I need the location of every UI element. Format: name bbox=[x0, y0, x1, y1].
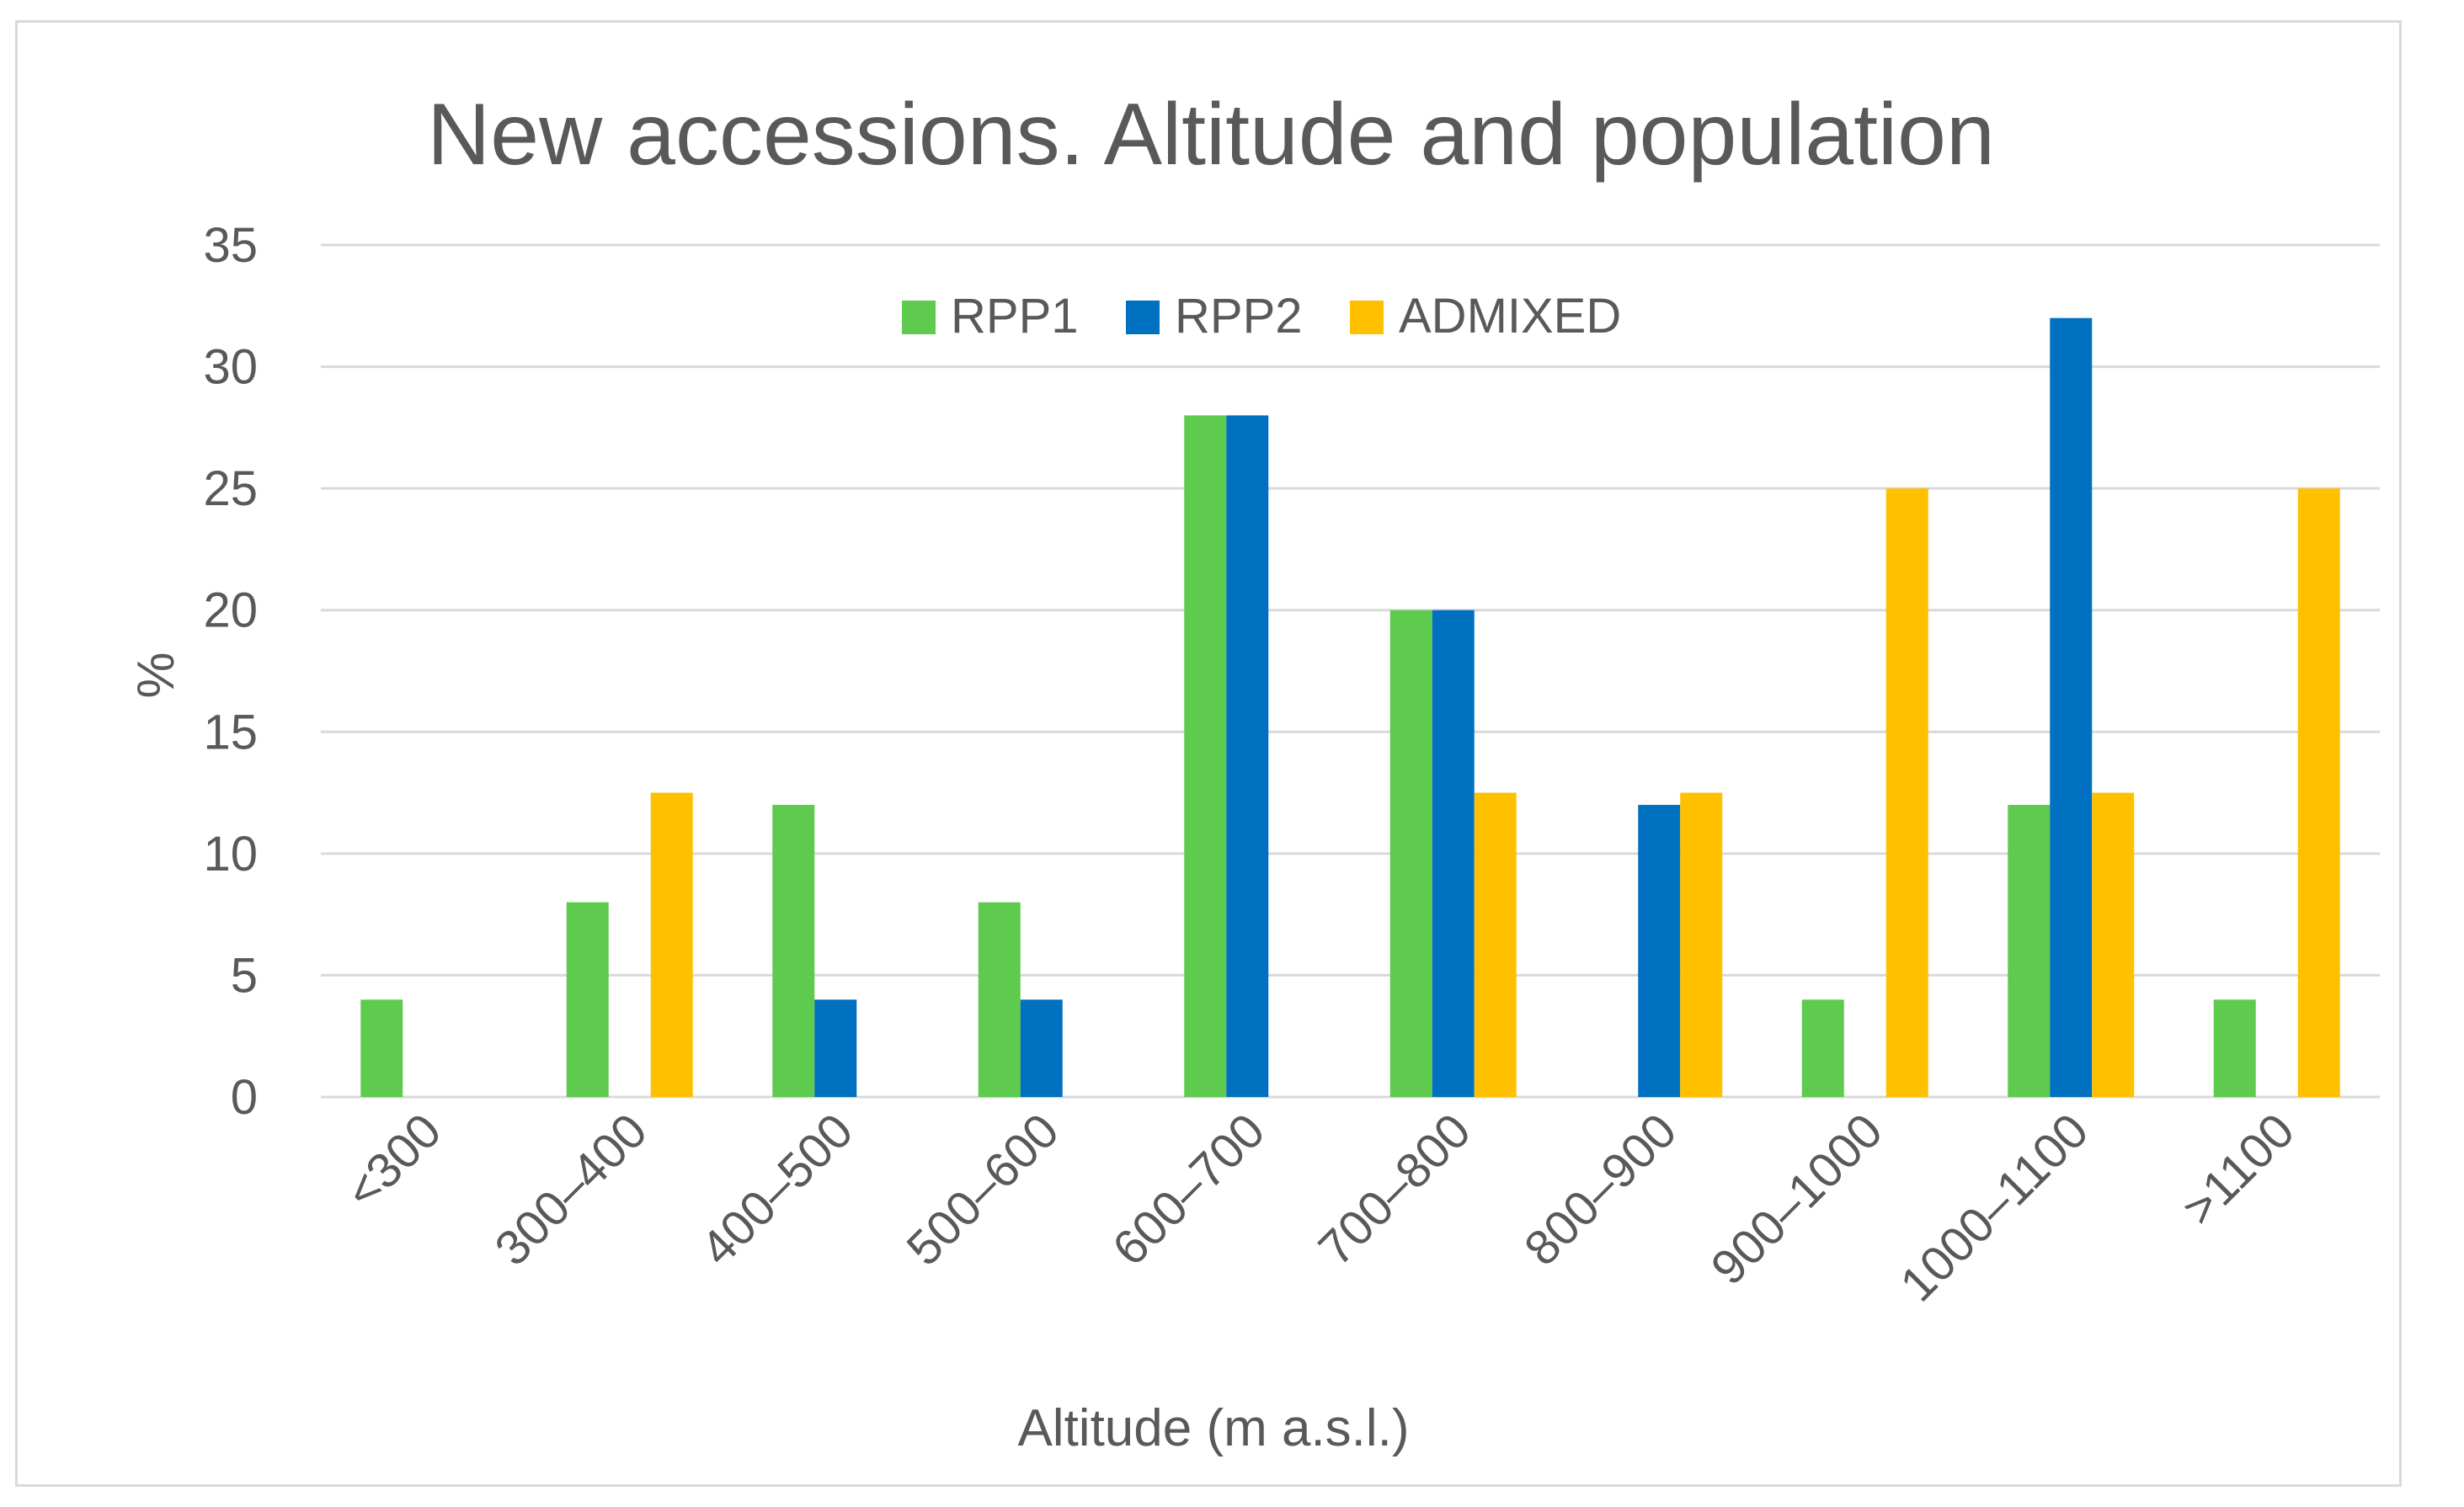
x-tick-label: 1000–1100 bbox=[1890, 1103, 2099, 1312]
x-tick-label: 800–900 bbox=[1514, 1103, 1688, 1276]
x-tick-label: 600–700 bbox=[1102, 1103, 1276, 1276]
bar-admixed-6 bbox=[1680, 792, 1723, 1097]
bar-rpp1-3 bbox=[978, 902, 1021, 1097]
y-tick-label: 35 bbox=[203, 218, 258, 273]
bar-rpp1-4 bbox=[1184, 415, 1227, 1097]
y-tick-label: 5 bbox=[231, 948, 258, 1003]
legend-swatch-rpp2 bbox=[1126, 301, 1160, 334]
bar-rpp2-6 bbox=[1638, 805, 1681, 1097]
y-tick-label: 20 bbox=[203, 583, 258, 638]
bar-rpp1-7 bbox=[1801, 999, 1844, 1097]
bar-admixed-1 bbox=[650, 792, 693, 1097]
x-tick-label: >1100 bbox=[2172, 1103, 2305, 1236]
x-tick-label: <300 bbox=[335, 1103, 451, 1219]
x-axis-ticks: <300 300–400 400–500 500–600 600–700 700–800 8… bbox=[335, 1103, 2305, 1312]
bar-rpp2-8 bbox=[2050, 317, 2093, 1097]
y-axis-ticks: 0 5 10 15 20 25 30 35 bbox=[203, 218, 258, 1125]
legend-label-admixed: ADMIXED bbox=[1399, 289, 1621, 343]
y-tick-label: 10 bbox=[203, 827, 258, 881]
bar-rpp1-2 bbox=[772, 805, 815, 1097]
bar-rpp2-4 bbox=[1226, 415, 1269, 1097]
chart-title: New accessions. Altitude and population bbox=[427, 86, 1995, 184]
legend-swatch-rpp1 bbox=[902, 301, 936, 334]
bar-admixed-7 bbox=[1885, 488, 1928, 1097]
legend-label-rpp1: RPP1 bbox=[951, 289, 1079, 343]
bar-rpp1-5 bbox=[1389, 610, 1432, 1097]
bar-rpp1-0 bbox=[360, 999, 403, 1097]
x-tick-label: 900–1000 bbox=[1701, 1103, 1893, 1295]
bar-rpp2-3 bbox=[1020, 999, 1063, 1097]
x-tick-label: 300–400 bbox=[484, 1103, 658, 1276]
y-axis-label: % bbox=[127, 652, 185, 698]
y-tick-label: 0 bbox=[231, 1070, 258, 1125]
x-axis-label: Altitude (m a.s.l.) bbox=[1017, 1399, 1409, 1457]
bar-rpp2-2 bbox=[814, 999, 857, 1097]
y-tick-label: 25 bbox=[203, 461, 258, 516]
bar-rpp1-9 bbox=[2213, 999, 2256, 1097]
x-tick-label: 400–500 bbox=[691, 1103, 864, 1276]
bar-admixed-9 bbox=[2297, 488, 2340, 1097]
bar-rpp2-5 bbox=[1432, 610, 1475, 1097]
chart-svg: New accessions. Altitude and population … bbox=[127, 86, 2380, 1457]
legend-swatch-admixed bbox=[1350, 301, 1384, 334]
bar-admixed-5 bbox=[1474, 792, 1517, 1097]
x-tick-label: 700–800 bbox=[1308, 1103, 1481, 1276]
chart-frame: New accessions. Altitude and population … bbox=[15, 20, 2402, 1487]
legend: RPP1 RPP2 ADMIXED bbox=[902, 289, 1621, 343]
bars bbox=[360, 317, 2340, 1097]
bar-rpp1-1 bbox=[566, 902, 609, 1097]
x-tick-label: 500–600 bbox=[896, 1103, 1069, 1276]
legend-label-rpp2: RPP2 bbox=[1175, 289, 1303, 343]
bar-rpp1-8 bbox=[2008, 805, 2051, 1097]
bar-admixed-8 bbox=[2092, 792, 2135, 1097]
y-tick-label: 30 bbox=[203, 340, 258, 395]
y-tick-label: 15 bbox=[203, 705, 258, 759]
